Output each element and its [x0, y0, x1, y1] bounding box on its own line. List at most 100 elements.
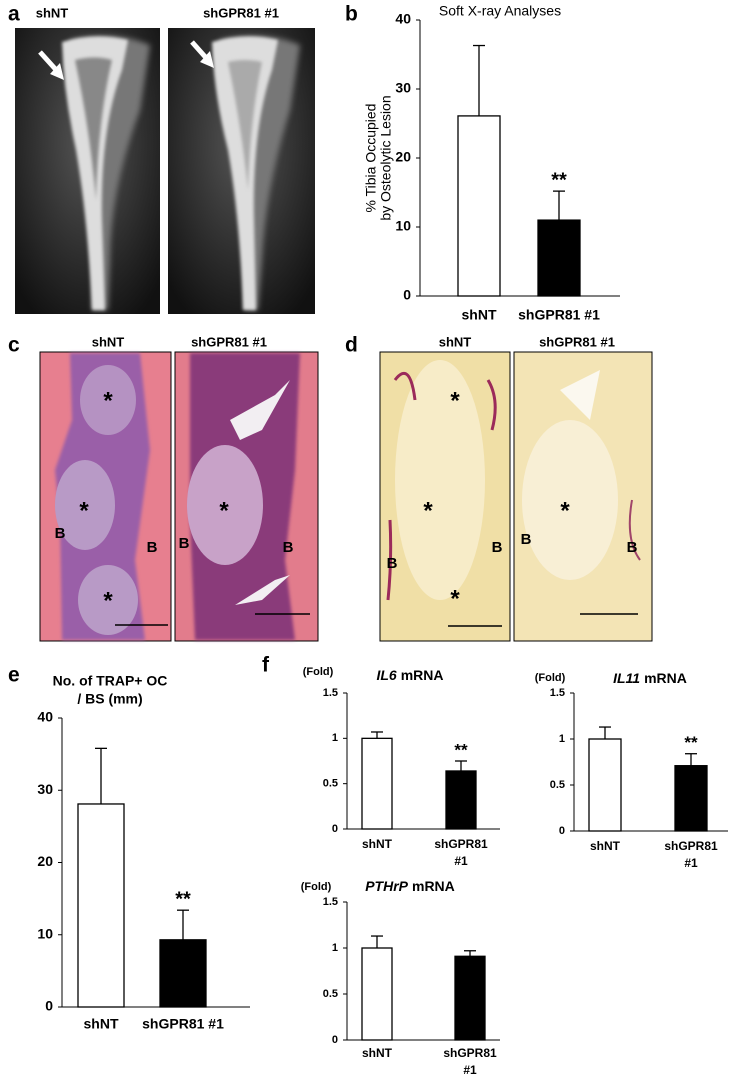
y-tick-label: 0 — [332, 1034, 338, 1046]
tumor-nodule — [78, 565, 138, 635]
histology-image — [513, 351, 653, 642]
trap-stain — [386, 371, 497, 601]
gene-name: IL11 — [613, 670, 640, 686]
x-tick-label: shNT — [362, 1046, 393, 1060]
bar — [457, 115, 501, 297]
bone-label: B — [283, 539, 294, 556]
y-axis-label: (Fold) — [301, 881, 332, 893]
y-axis-label: (Fold) — [303, 666, 334, 678]
bar — [537, 219, 581, 297]
y-tick-label: 0.5 — [323, 778, 338, 790]
image-label: shGPR81 #1 — [203, 5, 279, 20]
xray-image — [168, 28, 315, 314]
chart-title: PTHrP mRNA — [365, 878, 455, 894]
y-tick-label: 10 — [395, 218, 411, 234]
y-tick-label: 0.5 — [550, 779, 565, 791]
bar — [159, 939, 207, 1008]
x-tick-label: shGPR81 #1 — [142, 1016, 224, 1032]
bone-cavity — [75, 57, 112, 200]
panel-letter: a — [8, 3, 20, 26]
significance: ** — [551, 169, 567, 191]
tumor-region — [395, 360, 485, 600]
bar — [674, 765, 708, 832]
image-label: shNT — [36, 5, 69, 20]
x-tick-label: shGPR81 — [664, 839, 718, 853]
y-tick-label: 1.5 — [323, 896, 338, 908]
bar — [361, 947, 393, 1041]
asterisk: * — [79, 497, 89, 524]
x-tick-label: #1 — [454, 854, 468, 868]
significance: ** — [175, 888, 191, 910]
bone-label: B — [55, 525, 66, 542]
image-label: shNT — [439, 334, 472, 349]
bone-cavity — [228, 60, 262, 190]
histology-image — [379, 351, 511, 642]
panel-letter: b — [345, 3, 358, 26]
y-tick-label: 0 — [45, 998, 53, 1014]
tissue-gap — [235, 575, 290, 605]
y-tick-label: 40 — [395, 11, 411, 27]
trap-stain — [628, 499, 641, 561]
y-tick-label: 0 — [403, 287, 411, 303]
image-label: shNT — [92, 334, 125, 349]
tumor-nodule — [187, 445, 263, 565]
bone-label: B — [147, 539, 158, 556]
significance: ** — [454, 740, 468, 759]
histology-image — [39, 351, 172, 642]
y-tick-label: 10 — [37, 925, 53, 941]
y-axis-label: (Fold) — [535, 672, 566, 684]
tumor-region — [522, 420, 618, 580]
asterisk: * — [103, 587, 113, 614]
bone-label: B — [521, 531, 532, 548]
panel-letter: d — [345, 334, 358, 357]
y-axis-label: % Tibia Occupied — [363, 104, 379, 213]
panel-letter: c — [8, 334, 20, 357]
title-text: mRNA — [644, 670, 687, 686]
bone-label: B — [492, 539, 503, 556]
y-tick-label: 40 — [37, 709, 53, 725]
x-tick-label: shNT — [362, 837, 393, 851]
image-label: shGPR81 #1 — [191, 334, 267, 349]
bone — [212, 36, 278, 310]
chart-title: / BS (mm) — [77, 691, 142, 707]
y-tick-label: 1.5 — [323, 687, 338, 699]
x-tick-label: shNT — [84, 1016, 119, 1032]
chart-title: No. of TRAP+ OC — [53, 673, 168, 689]
chart-title: IL6 mRNA — [376, 667, 443, 683]
gene-name: PTHrP — [365, 878, 408, 894]
asterisk: * — [423, 497, 433, 524]
x-tick-label: shGPR81 — [443, 1046, 497, 1060]
xray-image — [15, 28, 160, 314]
tissue-gap — [230, 380, 290, 440]
arrow-head — [200, 51, 214, 68]
histology-image — [174, 351, 319, 642]
y-tick-label: 1.5 — [550, 687, 565, 699]
x-tick-label: shGPR81 — [434, 837, 488, 851]
y-tick-label: 0 — [332, 823, 338, 835]
x-tick-label: #1 — [684, 856, 698, 870]
image-label: shGPR81 #1 — [539, 334, 615, 349]
bar — [445, 770, 477, 830]
y-tick-label: 20 — [37, 853, 53, 869]
bar — [588, 738, 622, 832]
gene-name: IL6 — [376, 667, 396, 683]
x-tick-label: shGPR81 #1 — [518, 307, 600, 323]
tissue-gap — [560, 370, 600, 420]
asterisk: * — [103, 387, 113, 414]
y-tick-label: 30 — [37, 781, 53, 797]
x-tick-label: shNT — [590, 839, 621, 853]
bone-label: B — [627, 539, 638, 556]
tumor-nodule — [55, 460, 115, 550]
tumor-nodule — [80, 365, 136, 435]
y-tick-label: 1 — [559, 733, 565, 745]
panel-letter: f — [262, 654, 270, 677]
significance: ** — [684, 733, 698, 752]
x-tick-label: #1 — [463, 1063, 477, 1077]
bar — [361, 737, 393, 830]
asterisk: * — [450, 585, 460, 612]
x-tick-label: shNT — [462, 307, 497, 323]
y-tick-label: 20 — [395, 149, 411, 165]
chart-title: IL11 mRNA — [613, 670, 687, 686]
y-tick-label: 1 — [332, 942, 338, 954]
